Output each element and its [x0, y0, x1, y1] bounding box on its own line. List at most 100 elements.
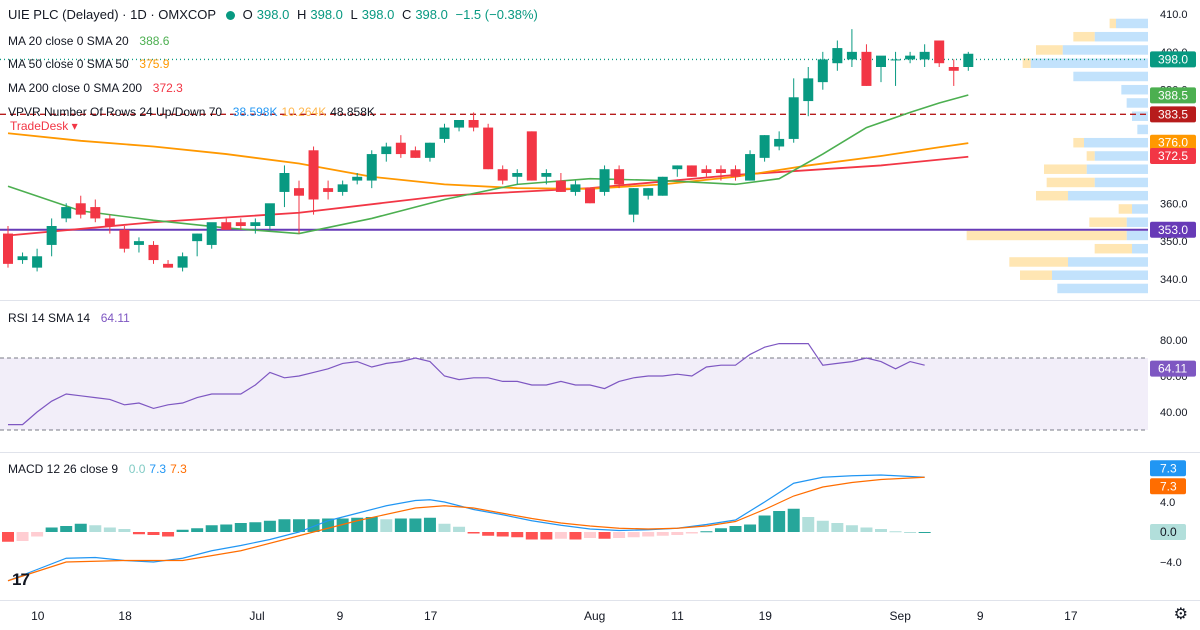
macd-histogram-bar	[860, 527, 873, 532]
price-axis-tick: 360.0	[1160, 198, 1188, 210]
price-axis-tick: 340.0	[1160, 274, 1188, 286]
vpvr-up-bar	[1116, 18, 1148, 29]
macd-histogram-bar	[307, 519, 320, 532]
candle-body	[177, 256, 188, 268]
macd-histogram-bar	[744, 524, 757, 532]
time-axis-tick: Aug	[584, 609, 605, 623]
candle-body	[585, 188, 595, 204]
candle-body	[337, 184, 348, 192]
price-label-box	[1150, 134, 1196, 151]
vpvr-down-bar	[1118, 204, 1132, 214]
vpvr-up-bar	[1126, 217, 1148, 227]
candle-body	[352, 176, 363, 181]
macd-histogram-bar	[642, 532, 655, 537]
candle-body	[832, 48, 843, 64]
vpvr-legend[interactable]: VPVR Number Of Rows 24 Up/Down 70 38.598…	[8, 104, 379, 120]
tradedesk-text: TradeDesk	[10, 119, 69, 133]
ma20-legend[interactable]: MA 20 close 0 SMA 20 388.6	[8, 33, 173, 49]
tradingview-logo[interactable]: 17	[12, 570, 30, 589]
macd-histogram-bar	[453, 526, 466, 532]
candle-body	[905, 55, 916, 60]
candle-body	[221, 222, 232, 230]
time-axis-tick: 17	[424, 609, 438, 623]
macd-axis-tick: −4.0	[1160, 557, 1182, 569]
vpvr-up-bar	[1094, 31, 1148, 42]
macd-value-box	[1150, 460, 1186, 477]
rsi-value: 64.11	[100, 311, 130, 325]
candle-body	[919, 51, 930, 60]
vpvr-down-bar	[1073, 137, 1084, 148]
candle-body	[323, 188, 334, 192]
tradedesk-label[interactable]: TradeDesk ▾	[10, 119, 78, 133]
macd-histogram-bar	[845, 525, 858, 532]
candle-body	[410, 150, 421, 158]
candle-body	[32, 256, 43, 268]
price-label-text: 376.0	[1158, 136, 1188, 150]
price-label-text: 353.0	[1158, 223, 1188, 237]
macd-legend[interactable]: MACD 12 26 close 9 0.0 7.3 7.3	[8, 461, 191, 477]
macd-histogram-bar	[889, 531, 902, 533]
high-label: H	[296, 7, 307, 22]
rsi-legend[interactable]: RSI 14 SMA 14 64.11	[8, 310, 134, 326]
candle-body	[861, 51, 872, 86]
candle-body	[890, 59, 901, 61]
candle-body	[803, 78, 814, 102]
rsi-line	[8, 343, 925, 426]
candle-body	[541, 173, 552, 177]
macd-histogram-bar	[467, 532, 480, 534]
macd-line	[7, 474, 925, 582]
open-value: 398.0	[256, 7, 290, 22]
candle-body	[75, 203, 86, 215]
candle-body	[468, 120, 479, 128]
vpvr-up-bar	[1086, 164, 1148, 174]
price-label-box	[1150, 147, 1196, 164]
macd-histogram-bar	[220, 524, 233, 532]
ma50-legend[interactable]: MA 50 close 0 SMA 50 375.9	[8, 56, 173, 72]
candle-body	[934, 40, 945, 64]
candle-body	[497, 169, 508, 181]
macd-histogram-bar	[365, 517, 378, 532]
candle-body	[192, 233, 203, 242]
macd-histogram-bar	[162, 532, 175, 537]
symbol-title[interactable]: UIE PLC (Delayed) · 1D · OMXCOP	[8, 7, 217, 22]
macd-axis-tick: 4.0	[1160, 497, 1175, 509]
ma50-value: 375.9	[139, 57, 170, 71]
macd-histogram-bar	[191, 528, 204, 532]
macd-histogram-bar	[613, 532, 626, 538]
macd-value-box	[1150, 478, 1186, 495]
candle-body	[570, 184, 581, 192]
ma200-legend[interactable]: MA 200 close 0 SMA 200 372.3	[8, 80, 187, 96]
candle-body	[264, 203, 275, 226]
candle-body	[759, 135, 770, 158]
gear-icon[interactable]: ⚙	[1173, 606, 1188, 623]
candle-body	[483, 127, 494, 170]
candle-body	[206, 222, 217, 245]
vpvr-up-bar	[1126, 230, 1148, 241]
macd-histogram-bar	[540, 532, 553, 540]
time-axis-tick: 9	[337, 609, 344, 623]
rsi-band	[0, 358, 1148, 430]
candle-body	[366, 154, 377, 181]
candle-body	[308, 150, 319, 200]
macd-histogram-bar	[525, 532, 538, 540]
macd-histogram-bar	[671, 532, 684, 535]
macd-histogram-bar	[729, 526, 742, 532]
price-label-text: 383.5	[1158, 107, 1188, 121]
macd-histogram-bar	[118, 529, 131, 532]
vpvr-down-bar	[1089, 217, 1127, 227]
macd-histogram-bar	[249, 522, 262, 532]
close-value: 398.0	[415, 7, 448, 22]
macd-histogram-bar	[918, 532, 931, 533]
macd-value-box	[1150, 524, 1186, 540]
vpvr-up-bar	[1084, 137, 1148, 148]
candle-body	[788, 97, 799, 139]
vpvr-down-bar	[1046, 177, 1095, 188]
time-axis-tick: Jul	[249, 609, 264, 623]
ma20-line	[7, 94, 969, 235]
macd-histogram-bar	[234, 523, 247, 532]
vpvr-up-bar	[1057, 283, 1148, 294]
macd-histogram-bar	[875, 529, 887, 532]
time-axis-tick: 10	[31, 609, 45, 623]
candle-body	[250, 222, 261, 226]
